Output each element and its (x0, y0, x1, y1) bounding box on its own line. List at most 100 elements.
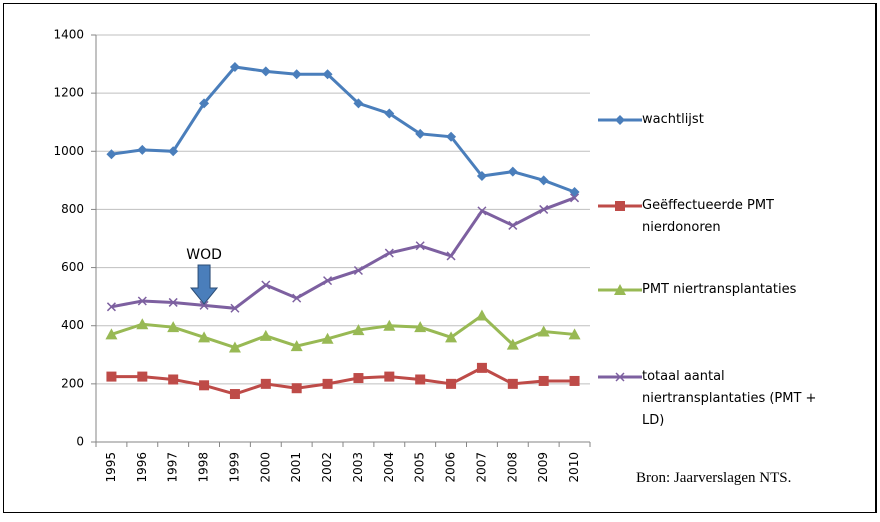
marker (199, 98, 210, 109)
marker (228, 341, 241, 353)
marker (259, 329, 272, 341)
x-tick-label: 2007 (474, 452, 488, 483)
marker (446, 378, 457, 389)
legend-item: PMT niertransplantaties (598, 279, 838, 301)
marker (322, 378, 333, 389)
marker (323, 276, 333, 286)
marker (614, 284, 626, 295)
series-line (111, 65, 576, 194)
marker (538, 175, 549, 186)
annotation-arrow (190, 264, 219, 305)
marker (199, 380, 210, 391)
marker (353, 265, 363, 276)
x-tick-label: 2000 (258, 452, 272, 483)
legend-label: wachtlijst (642, 112, 704, 127)
marker (476, 362, 487, 373)
marker (322, 69, 333, 80)
marker (105, 328, 118, 340)
marker (199, 300, 209, 310)
x-tick-label: 2006 (444, 452, 458, 483)
marker (353, 98, 364, 109)
marker (261, 280, 271, 290)
marker (446, 131, 457, 142)
y-tick-label: 200 (61, 376, 84, 390)
marker (384, 108, 395, 119)
marker (137, 371, 148, 382)
x-tick-label: 2009 (536, 452, 550, 483)
y-tick-label: 1000 (53, 144, 84, 158)
marker (384, 248, 394, 258)
marker (230, 303, 240, 313)
x-tick-label: 2003 (351, 452, 365, 483)
marker (383, 319, 396, 331)
marker (414, 321, 427, 333)
marker (569, 186, 580, 197)
legend-swatch (598, 115, 642, 125)
x-tick-label: 2002 (320, 452, 334, 483)
annotation: WOD (186, 247, 222, 263)
marker (260, 66, 271, 77)
marker (507, 378, 518, 389)
x-tick-label: 1997 (166, 452, 180, 483)
marker (321, 332, 334, 344)
marker (508, 220, 518, 230)
marker (168, 374, 179, 385)
marker (260, 378, 271, 389)
marker (290, 340, 303, 352)
marker (538, 375, 549, 386)
marker (446, 251, 456, 261)
y-tick-label: 1200 (53, 86, 84, 100)
legend-swatch (598, 201, 642, 211)
legend-label: PMT niertransplantaties (642, 282, 797, 297)
legend-label: Geëffectueerde PMT nierdonoren (642, 198, 774, 235)
marker (106, 302, 116, 312)
marker (229, 61, 240, 72)
marker (476, 170, 487, 181)
marker (568, 328, 581, 340)
series-line (111, 366, 575, 396)
marker (415, 374, 426, 385)
x-tick-label: 1999 (227, 452, 241, 483)
marker (137, 144, 148, 155)
marker (615, 372, 625, 382)
y-tick-label: 800 (61, 202, 84, 216)
x-tick-label: 2004 (382, 452, 396, 483)
x-tick-label: 2008 (505, 452, 519, 483)
legend-item: totaal aantal niertransplantaties (PMT +… (598, 366, 838, 432)
marker (475, 309, 488, 321)
marker (569, 375, 580, 386)
x-tick-label: 2005 (413, 452, 427, 483)
legend-item: wachtlijst (598, 109, 838, 131)
marker (136, 318, 149, 330)
marker (106, 371, 117, 382)
marker (352, 324, 365, 336)
y-tick-label: 400 (61, 318, 84, 332)
x-tick-label: 1995 (104, 452, 118, 483)
marker (615, 115, 625, 125)
marker (615, 201, 625, 211)
marker (537, 325, 550, 337)
marker (291, 383, 302, 394)
frame (3, 3, 877, 513)
y-tick-label: 0 (76, 435, 84, 449)
marker (445, 331, 458, 343)
legend-swatch (598, 284, 642, 295)
marker (415, 128, 426, 139)
marker (353, 373, 364, 384)
marker (477, 206, 487, 216)
legend-item: Geëffectueerde PMT nierdonoren (598, 195, 838, 239)
marker (198, 331, 211, 343)
marker (168, 146, 179, 157)
marker (415, 241, 425, 251)
marker (137, 296, 147, 306)
y-tick-label: 1400 (53, 28, 84, 42)
marker (570, 193, 580, 203)
x-tick-label: 1996 (135, 452, 149, 483)
y-tick-label: 600 (61, 260, 84, 274)
x-tick-label: 2010 (567, 452, 581, 483)
series-line (110, 313, 575, 350)
source-note: Bron: Jaarverslagen NTS. (636, 470, 792, 486)
legend-swatch (598, 372, 642, 382)
marker (384, 371, 395, 382)
